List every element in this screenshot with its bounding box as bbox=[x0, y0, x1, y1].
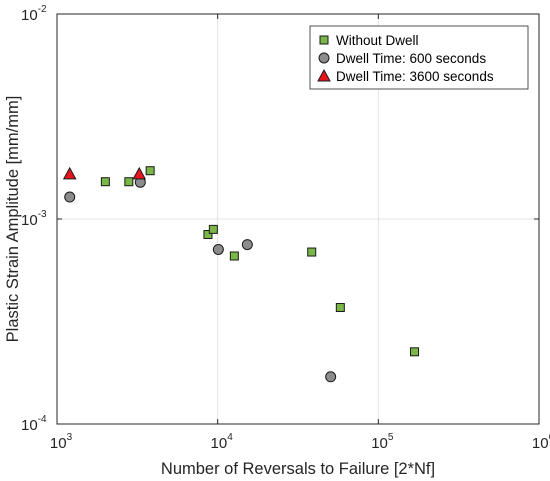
data-points bbox=[62, 166, 420, 383]
series-triangle bbox=[62, 166, 147, 180]
series-circle bbox=[64, 176, 337, 383]
circle-data-point bbox=[325, 371, 337, 383]
y-tick-label: 10-2 bbox=[21, 4, 47, 24]
legend-entry: Dwell Time: 3600 seconds bbox=[317, 68, 494, 84]
circle-data-point bbox=[64, 191, 76, 203]
square-data-point bbox=[124, 177, 134, 187]
triangle-data-point bbox=[132, 166, 147, 180]
y-axis-title: Plastic Strain Amplitude [mm/mm] bbox=[4, 96, 22, 343]
legend-label: Dwell Time: 3600 seconds bbox=[336, 69, 494, 84]
square-data-point bbox=[203, 230, 213, 240]
legend-circle-icon bbox=[318, 52, 330, 64]
y-tick-label: 10-3 bbox=[21, 209, 47, 229]
square-data-point bbox=[410, 347, 420, 357]
triangle-data-point bbox=[62, 166, 77, 180]
legend-label: Dwell Time: 600 seconds bbox=[336, 51, 486, 66]
x-tick-label: 106 bbox=[532, 432, 550, 452]
series-square bbox=[100, 166, 420, 357]
circle-data-point bbox=[212, 243, 224, 255]
circle-data-point bbox=[241, 239, 253, 251]
legend: Without Dwell Dwell Time: 600 seconds Dwel… bbox=[309, 25, 529, 90]
x-axis-title: Number of Reversals to Failure [2*Nf] bbox=[161, 460, 435, 478]
x-tick-label: 103 bbox=[50, 432, 73, 452]
legend-triangle-icon bbox=[317, 68, 331, 82]
square-data-point bbox=[307, 247, 317, 257]
plot-frame bbox=[56, 13, 540, 425]
legend-square-icon bbox=[319, 35, 329, 45]
square-data-point bbox=[100, 177, 110, 187]
square-data-point bbox=[229, 251, 239, 261]
square-data-point bbox=[145, 166, 155, 176]
legend-entry: Dwell Time: 600 seconds bbox=[318, 51, 486, 66]
x-tick-label: 105 bbox=[371, 432, 394, 452]
legend-label: Without Dwell bbox=[336, 33, 419, 48]
legend-box bbox=[309, 25, 529, 90]
x-tick-label: 104 bbox=[211, 432, 234, 452]
square-data-point bbox=[208, 224, 218, 234]
y-tick-label: 10-4 bbox=[21, 414, 47, 434]
legend-entry: Without Dwell bbox=[319, 33, 419, 48]
x-axis-ticks: 103 104 105 106 bbox=[50, 14, 550, 452]
square-data-point bbox=[335, 303, 345, 313]
